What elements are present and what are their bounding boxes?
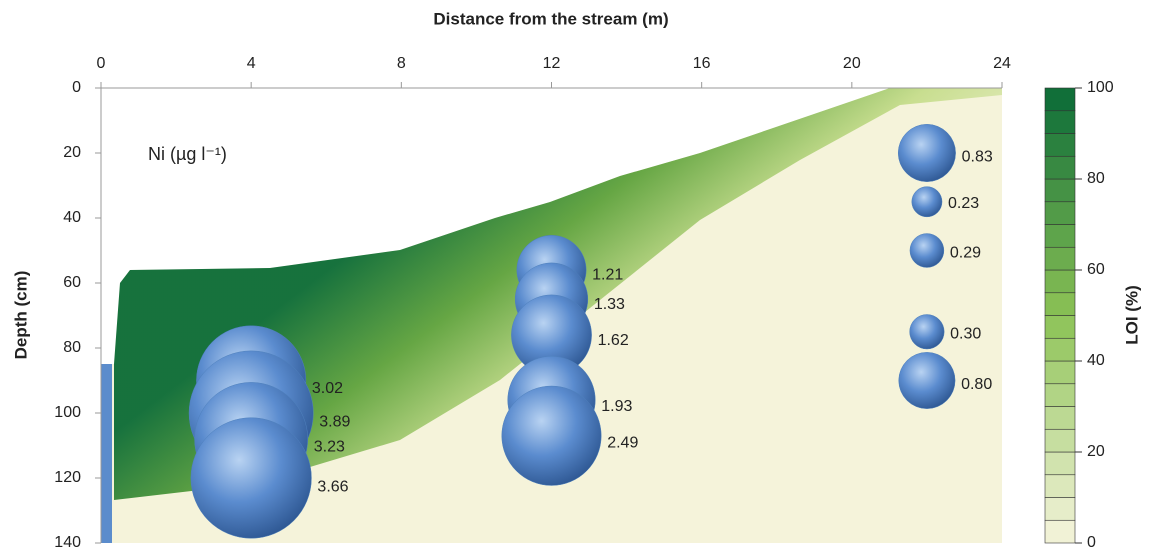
colorbar-band <box>1044 474 1076 498</box>
data-label: 1.21 <box>592 266 623 283</box>
x-tick-label: 8 <box>397 55 406 72</box>
data-label: 0.29 <box>950 244 981 261</box>
x-tick-label: 12 <box>543 55 561 72</box>
bubble <box>898 352 956 409</box>
y-tick-label: 100 <box>54 404 81 421</box>
data-label: 1.62 <box>598 332 629 349</box>
bubble <box>909 233 945 268</box>
colorbar-band <box>1044 337 1076 362</box>
data-label: 3.02 <box>312 380 343 397</box>
bubble <box>897 124 956 182</box>
data-label: 3.66 <box>317 478 348 495</box>
colorbar-band <box>1044 246 1076 271</box>
x-tick-label: 20 <box>843 55 861 72</box>
colorbar-band <box>1044 519 1076 544</box>
y-tick-label: 20 <box>63 144 81 161</box>
colorbar-band <box>1044 269 1076 294</box>
x-tick-label: 16 <box>693 55 711 72</box>
bubble <box>501 385 602 486</box>
colorbar-band <box>1044 360 1076 385</box>
colorbar-tick-label: 100 <box>1087 79 1114 96</box>
data-label: 0.30 <box>950 326 981 343</box>
colorbar-title: LOI (%) <box>1122 285 1141 345</box>
bubble <box>909 314 945 350</box>
colorbar-band <box>1044 406 1076 430</box>
data-label: 0.23 <box>948 195 979 212</box>
colorbar-band <box>1044 178 1076 203</box>
x-tick-label: 4 <box>247 55 256 72</box>
y-tick-label: 60 <box>63 274 81 291</box>
colorbar-band <box>1044 133 1076 157</box>
colorbar-band <box>1044 315 1076 339</box>
colorbar-tick-label: 20 <box>1087 443 1105 460</box>
annotation: Ni (µg l⁻¹) <box>148 144 227 164</box>
data-label: 0.80 <box>961 376 992 393</box>
colorbar-band <box>1044 451 1076 476</box>
colorbar-tick-label: 0 <box>1087 534 1096 548</box>
colorbar-band <box>1044 383 1076 407</box>
colorbar-band <box>1044 201 1076 225</box>
data-label: 3.89 <box>319 414 350 431</box>
x-axis-title: Distance from the stream (m) <box>433 9 668 28</box>
y-tick-label: 120 <box>54 469 81 486</box>
colorbar-band <box>1044 428 1076 453</box>
data-label: 3.23 <box>314 439 345 456</box>
colorbar-band <box>1044 292 1076 316</box>
colorbar-band <box>1044 497 1076 521</box>
y-tick-label: 40 <box>63 209 81 226</box>
bubble <box>911 186 943 218</box>
data-label: 1.33 <box>594 296 625 313</box>
colorbar-tick-label: 80 <box>1087 170 1105 187</box>
data-label: 1.93 <box>601 398 632 415</box>
y-tick-label: 0 <box>72 79 81 96</box>
x-tick-label: 0 <box>97 55 106 72</box>
air-region <box>101 88 890 364</box>
colorbar-band <box>1044 110 1076 134</box>
data-label: 0.83 <box>962 149 993 166</box>
data-label: 2.49 <box>607 434 638 451</box>
y-tick-label: 140 <box>54 534 81 548</box>
colorbar-tick-label: 40 <box>1087 352 1105 369</box>
bubble <box>190 417 312 539</box>
y-tick-label: 80 <box>63 339 81 356</box>
colorbar-band <box>1044 87 1076 112</box>
y-axis-title: Depth (cm) <box>11 271 30 360</box>
colorbar-band <box>1044 224 1076 248</box>
colorbar-band <box>1044 155 1076 180</box>
x-tick-label: 24 <box>993 55 1011 72</box>
stream <box>101 364 112 543</box>
colorbar-tick-label: 60 <box>1087 261 1105 278</box>
